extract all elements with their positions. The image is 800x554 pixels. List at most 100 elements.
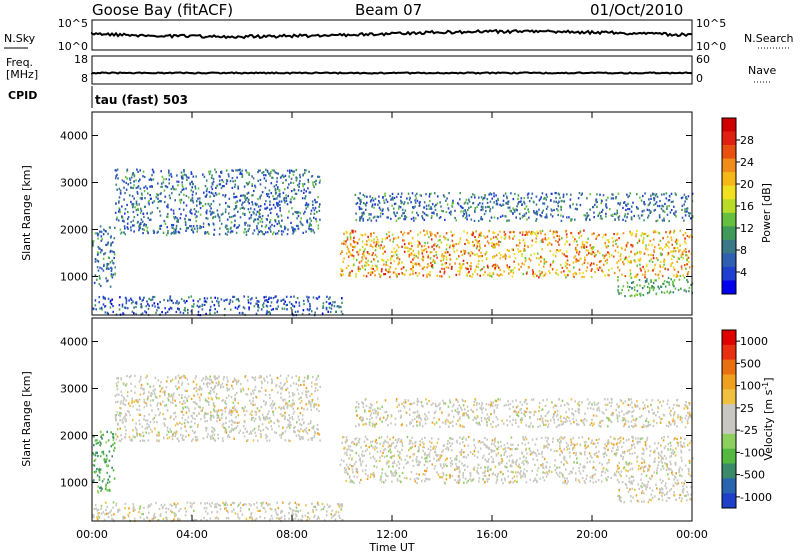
data-cell (117, 381, 119, 384)
data-cell (426, 232, 428, 235)
data-cell (296, 211, 299, 215)
data-cell (181, 402, 184, 405)
data-cell (558, 193, 561, 196)
data-cell (569, 270, 571, 273)
data-cell (262, 304, 264, 307)
data-cell (496, 273, 499, 276)
data-cell (205, 195, 207, 198)
data-cell (642, 467, 645, 470)
data-cell (178, 231, 181, 234)
data-cell (506, 195, 508, 198)
data-cell (404, 209, 407, 212)
data-cell (197, 405, 200, 408)
data-cell (159, 301, 161, 304)
data-cell (445, 199, 447, 202)
data-cell (277, 195, 279, 198)
data-cell (170, 173, 172, 176)
data-cell (176, 300, 178, 303)
data-cell (292, 394, 294, 397)
data-cell (379, 215, 382, 218)
data-cell (268, 297, 270, 300)
data-cell (264, 174, 267, 177)
data-cell (289, 384, 292, 387)
data-cell (132, 405, 134, 408)
data-cell (148, 304, 150, 307)
data-cell (209, 204, 211, 208)
data-cell (176, 437, 179, 440)
data-cell (141, 431, 144, 434)
data-cell (297, 211, 300, 214)
data-cell (467, 271, 470, 275)
data-cell (407, 249, 410, 253)
data-cell (128, 507, 130, 510)
data-cell (378, 436, 381, 439)
data-cell (157, 306, 159, 309)
data-cell (289, 439, 291, 443)
data-cell (593, 262, 595, 265)
data-cell (661, 275, 664, 278)
data-cell (152, 517, 155, 520)
data-cell (392, 240, 394, 243)
data-cell (606, 206, 608, 209)
data-cell (103, 253, 105, 256)
data-cell (210, 203, 213, 206)
data-cell (143, 224, 145, 227)
data-cell (214, 168, 216, 171)
data-cell (520, 200, 522, 203)
data-cell (209, 305, 212, 308)
data-cell (263, 233, 265, 236)
data-cell (218, 216, 221, 219)
data-cell (632, 281, 634, 284)
data-cell (442, 210, 444, 213)
data-cell (535, 195, 538, 198)
data-cell (589, 218, 591, 221)
data-cell (280, 396, 282, 399)
data-cell (97, 491, 100, 494)
data-cell (448, 253, 451, 256)
data-cell (663, 217, 665, 220)
data-cell (307, 187, 309, 190)
data-cell (387, 209, 390, 212)
data-cell (98, 478, 101, 481)
power-colorbar-label: Power [dB] (760, 183, 773, 243)
data-cell (556, 231, 558, 234)
data-cell (515, 208, 517, 211)
data-cell (235, 392, 238, 395)
data-cell (151, 185, 153, 188)
data-cell (393, 213, 396, 216)
data-cell (518, 239, 521, 242)
data-cell (311, 502, 313, 505)
data-cell (658, 214, 661, 217)
data-cell (160, 381, 162, 384)
data-cell (413, 253, 416, 256)
data-cell (255, 413, 257, 416)
data-cell (443, 235, 445, 238)
data-cell (240, 507, 242, 510)
data-cell (218, 416, 220, 419)
data-cell (209, 170, 212, 173)
data-cell (98, 440, 101, 443)
data-cell (608, 255, 611, 258)
data-cell (475, 239, 478, 242)
data-cell (423, 244, 426, 248)
data-cell (206, 512, 209, 515)
data-cell (218, 233, 221, 236)
data-cell (644, 232, 647, 236)
data-cell (121, 418, 124, 421)
data-cell (586, 214, 589, 217)
data-cell (448, 246, 451, 249)
data-cell (353, 246, 355, 249)
data-cell (257, 309, 259, 312)
data-cell (243, 410, 245, 413)
data-cell (498, 251, 500, 254)
data-cell (176, 502, 179, 505)
data-cell (292, 173, 295, 176)
data-cell (98, 468, 100, 471)
data-cell (653, 203, 655, 206)
data-cell (607, 273, 609, 276)
data-cell (638, 217, 641, 220)
data-cell (149, 197, 152, 200)
data-cell (285, 194, 287, 197)
data-cell (247, 439, 249, 442)
data-cell (295, 509, 298, 512)
